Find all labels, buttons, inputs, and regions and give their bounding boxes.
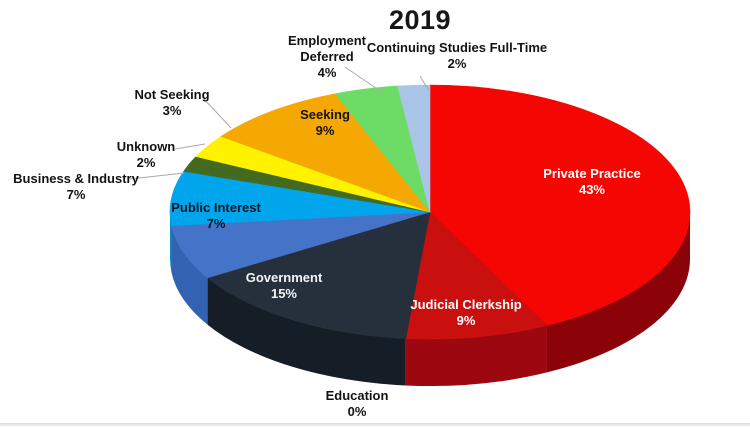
slice-label-percent: 3% bbox=[162, 103, 182, 118]
slice-label-percent: 7% bbox=[206, 216, 226, 231]
leader-line-employment-deferred bbox=[344, 66, 384, 94]
pie-slice-side-government bbox=[207, 277, 406, 386]
slice-label-text: Not Seeking bbox=[134, 87, 210, 102]
slice-label-text: Business & Industry bbox=[13, 171, 139, 186]
pie-slice-judicial-clerkship bbox=[405, 211, 548, 340]
slice-label-unknown: Unknown 2% bbox=[117, 139, 176, 171]
slice-label-text: Employment Deferred bbox=[287, 33, 366, 64]
pie-slice-side-private-practice bbox=[546, 212, 690, 373]
chart-title: 2019 bbox=[388, 5, 452, 35]
slice-label-percent: 7% bbox=[66, 187, 86, 202]
pie-slice-seeking bbox=[220, 93, 431, 213]
slice-label-education: Education 0% bbox=[326, 388, 389, 420]
leader-line-unknown bbox=[174, 143, 206, 150]
slice-label-text: Private Practice bbox=[543, 166, 641, 181]
leader-lines bbox=[129, 66, 430, 180]
slice-label-text: Judicial Clerkship bbox=[410, 297, 522, 312]
pie-slices bbox=[169, 84, 691, 386]
slice-label-employment-deferred: Employment Deferred 4% bbox=[266, 33, 388, 81]
slice-label-text: Unknown bbox=[116, 139, 176, 154]
slice-label-continuing-studies: Continuing Studies Full-Time 2% bbox=[367, 40, 547, 72]
slice-label-text: Government bbox=[245, 270, 323, 285]
pie-slice-public-interest bbox=[171, 211, 431, 279]
leader-line-not-seeking bbox=[203, 98, 232, 129]
pie-slice-side-public-interest bbox=[171, 225, 208, 325]
slice-label-text: Continuing Studies Full-Time bbox=[366, 40, 548, 55]
slice-label-public-interest: Public Interest 7% bbox=[171, 200, 261, 232]
pie-slice-business-industry bbox=[169, 170, 431, 227]
slice-label-percent: 43% bbox=[578, 182, 606, 197]
slice-label-private-practice: Private Practice 43% bbox=[543, 166, 641, 198]
pie-slice-private-practice bbox=[429, 84, 691, 326]
slice-label-government: Government 15% bbox=[246, 270, 323, 302]
leader-line-business-industry bbox=[129, 172, 185, 180]
bottom-divider bbox=[0, 423, 750, 426]
slice-label-percent: 9% bbox=[315, 123, 335, 138]
slice-label-judicial-clerkship: Judicial Clerkship 9% bbox=[410, 297, 521, 329]
pie-slice-government bbox=[206, 211, 431, 339]
slice-label-percent: 4% bbox=[317, 65, 337, 80]
slice-label-business-industry: Business & Industry 7% bbox=[13, 171, 139, 203]
slice-label-seeking: Seeking 9% bbox=[300, 107, 350, 139]
slice-label-percent: 9% bbox=[456, 313, 476, 328]
pie-slice-side-business-industry bbox=[170, 212, 172, 273]
pie-slice-side-judicial-clerkship bbox=[405, 325, 547, 386]
slice-label-not-seeking: Not Seeking 3% bbox=[134, 87, 209, 119]
pie-slice-continuing-studies-full-time bbox=[397, 84, 431, 213]
slice-label-text: Public Interest bbox=[171, 200, 261, 215]
leader-line-continuing-studies bbox=[419, 75, 430, 92]
slice-label-percent: 0% bbox=[347, 404, 367, 419]
slice-label-percent: 2% bbox=[136, 155, 156, 170]
slice-label-percent: 15% bbox=[270, 286, 298, 301]
slice-label-text: Education bbox=[325, 388, 389, 403]
slice-label-percent: 2% bbox=[447, 56, 467, 71]
slice-label-text: Seeking bbox=[300, 107, 350, 122]
